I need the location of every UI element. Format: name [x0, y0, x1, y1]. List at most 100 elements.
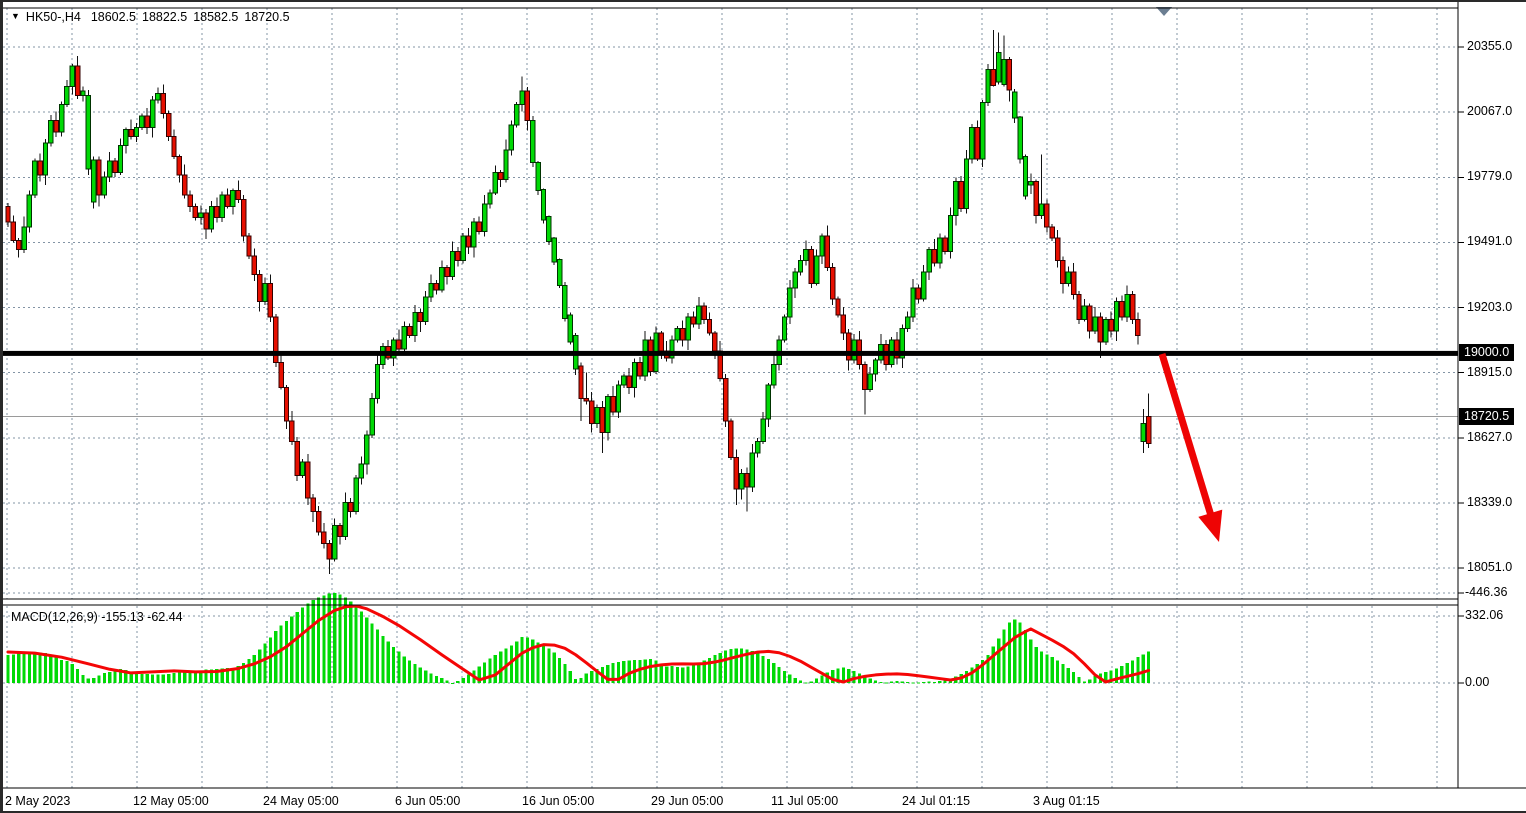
candle-bull	[85, 95, 92, 170]
macd-histogram-bar	[841, 667, 845, 683]
candle-bull	[1012, 91, 1018, 119]
macd-histogram-bar	[424, 670, 428, 683]
candle-bull	[149, 99, 156, 128]
macd-histogram-bar	[734, 648, 738, 683]
macd-histogram-bar	[820, 675, 824, 683]
macd-histogram-bar	[943, 679, 947, 683]
candle-bear	[96, 159, 102, 196]
candle-bull	[69, 65, 75, 88]
candle-bear	[476, 221, 482, 232]
macd-histogram-bar	[391, 647, 396, 683]
macd-histogram-bar	[665, 666, 669, 683]
candle-bear	[1119, 300, 1125, 318]
macd-histogram-bar	[831, 670, 835, 683]
macd-histogram-bar	[798, 680, 803, 683]
candle-bull	[819, 235, 825, 257]
price-axis-label: 18339.0	[1467, 494, 1513, 509]
macd-histogram-bar	[1120, 665, 1124, 683]
macd-histogram-bar	[606, 664, 610, 683]
macd-histogram-bar	[65, 661, 69, 683]
chart-canvas[interactable]	[3, 2, 1526, 811]
ohlc-high: 18822.5	[142, 10, 188, 24]
macd-histogram-bar	[643, 659, 647, 683]
down-arrow-head[interactable]	[1198, 509, 1223, 542]
macd-histogram-bar	[316, 597, 321, 683]
candle-bear	[840, 314, 847, 334]
macd-histogram-bar	[327, 593, 331, 683]
candle-bear	[1076, 294, 1082, 320]
candle-bull	[107, 160, 113, 178]
candle-bull	[64, 86, 70, 106]
candle-bear	[417, 312, 424, 323]
macd-histogram-bar	[804, 682, 808, 684]
macd-histogram-bar	[772, 662, 776, 683]
candle-bear	[224, 194, 231, 207]
candle-bear	[187, 194, 193, 207]
candle-bull	[765, 384, 772, 420]
macd-histogram-bar	[17, 653, 21, 683]
macd-histogram-bar	[311, 599, 315, 683]
candle-bear	[326, 542, 333, 560]
candle-bull	[449, 251, 456, 278]
candle-bull	[374, 364, 381, 400]
horizontal-level-line-19000[interactable]	[3, 350, 1458, 356]
macd-histogram-bar	[1088, 679, 1092, 683]
macd-histogram-bar	[488, 658, 492, 683]
macd-histogram-bar	[499, 651, 503, 683]
macd-histogram-bar	[134, 673, 139, 683]
macd-histogram-bar	[59, 659, 64, 683]
macd-histogram-bar	[408, 660, 412, 683]
macd-histogram-bar	[306, 603, 310, 683]
macd-axis-label: 0.00	[1465, 675, 1490, 689]
time-axis-label: 2 May 2023	[5, 794, 71, 808]
candle-bull	[32, 160, 38, 196]
collapse-indicator-icon[interactable]: ▼	[11, 11, 20, 21]
candle-bull	[953, 181, 959, 216]
macd-histogram-bar	[654, 660, 658, 683]
candle-bull	[508, 124, 515, 151]
macd-histogram-bar	[595, 668, 599, 683]
candle-bull	[621, 375, 627, 386]
candle-bull	[963, 158, 970, 210]
macd-histogram-bar	[11, 654, 15, 683]
candle-bear	[990, 69, 997, 86]
candle-bull	[58, 104, 65, 133]
candle-bear	[808, 248, 814, 284]
macd-histogram-bar	[873, 680, 878, 683]
candle-bear	[16, 239, 22, 250]
candle-bull	[155, 92, 161, 101]
candle-bear	[455, 251, 461, 262]
macd-histogram-bar	[991, 646, 995, 683]
candle-bull	[605, 395, 611, 434]
time-axis-label: 6 Jun 05:00	[395, 794, 461, 808]
macd-histogram-bar	[482, 662, 487, 683]
macd-histogram-bar	[975, 663, 979, 683]
candle-bull	[803, 248, 809, 262]
macd-histogram-bar	[1039, 651, 1044, 683]
macd-histogram-bar	[1007, 622, 1011, 683]
ohlc-low: 18582.5	[193, 10, 239, 24]
last-bar-marker-icon	[1156, 7, 1172, 16]
macd-histogram-bar	[681, 667, 685, 683]
candle-bull	[872, 359, 879, 375]
macd-histogram-bar	[150, 674, 155, 683]
macd-histogram-bar	[649, 659, 653, 683]
candle-bear	[658, 332, 665, 352]
macd-histogram-bar	[638, 659, 642, 683]
macd-histogram-bar	[54, 657, 58, 683]
ohlc-open: 18602.5	[90, 10, 136, 24]
candle-bull	[460, 235, 466, 262]
ohlc-close: 18720.5	[244, 10, 290, 24]
down-arrow-shaft[interactable]	[1158, 352, 1216, 521]
candle-bull	[749, 452, 756, 488]
time-axis-label: 11 Jul 05:00	[771, 794, 839, 808]
candle-bull	[219, 194, 225, 219]
candle-bull	[21, 226, 27, 250]
candle-bear	[348, 502, 354, 513]
macd-histogram-bar	[713, 655, 717, 683]
macd-histogram-bar	[1130, 660, 1135, 683]
time-axis-label: 24 Jul 01:15	[902, 794, 971, 808]
candle-bear	[690, 316, 697, 325]
candle-bull	[797, 260, 804, 273]
macd-histogram-bar	[590, 670, 594, 683]
